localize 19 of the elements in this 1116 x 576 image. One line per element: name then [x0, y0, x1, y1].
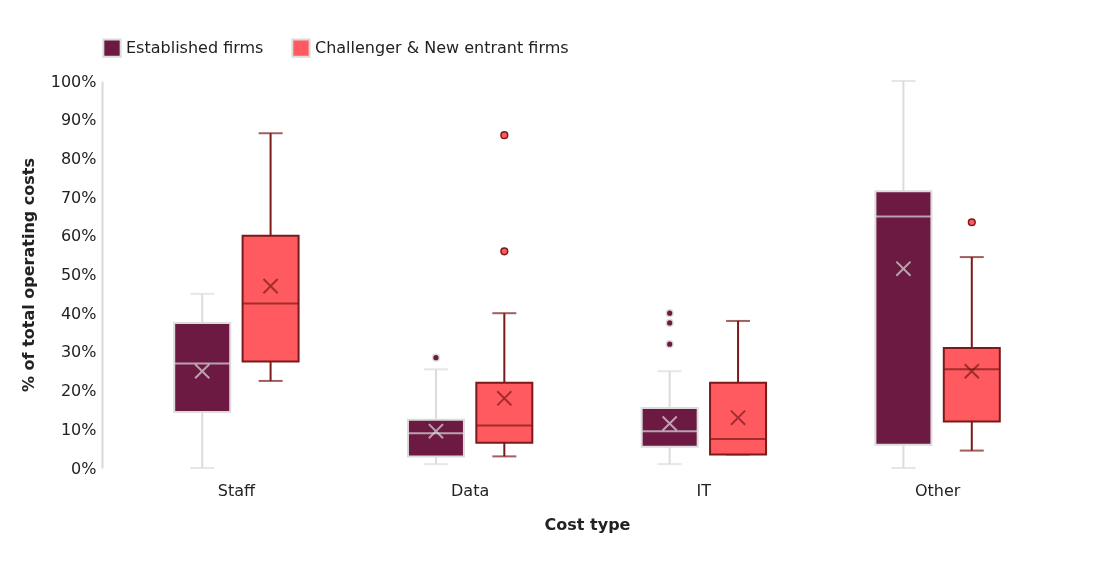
- legend-label: Established firms: [126, 38, 264, 58]
- x-tick-label: Other: [914, 480, 961, 500]
- y-tick-label: 30%: [60, 342, 97, 362]
- y-tick-label: 80%: [60, 148, 97, 168]
- y-tick-label: 40%: [60, 303, 97, 323]
- x-tick-label: Data: [451, 480, 490, 500]
- y-tick-label: 50%: [60, 265, 97, 284]
- y-tick-label: 70%: [60, 187, 97, 207]
- x-axis-title: Cost type: [544, 514, 631, 534]
- legend-label: Challenger & New entrant firms: [315, 38, 569, 58]
- y-tick-label: 10%: [60, 419, 97, 439]
- x-tick-label: Staff: [217, 480, 256, 500]
- y-axis-title: % of total operating costs: [18, 158, 38, 392]
- y-tick-label: 60%: [60, 226, 97, 246]
- y-tick-label: 0%: [71, 458, 97, 478]
- x-tick-label: IT: [696, 480, 712, 500]
- y-tick-label: 100%: [50, 71, 97, 91]
- y-tick-label: 90%: [60, 110, 97, 130]
- y-tick-label: 20%: [60, 381, 97, 401]
